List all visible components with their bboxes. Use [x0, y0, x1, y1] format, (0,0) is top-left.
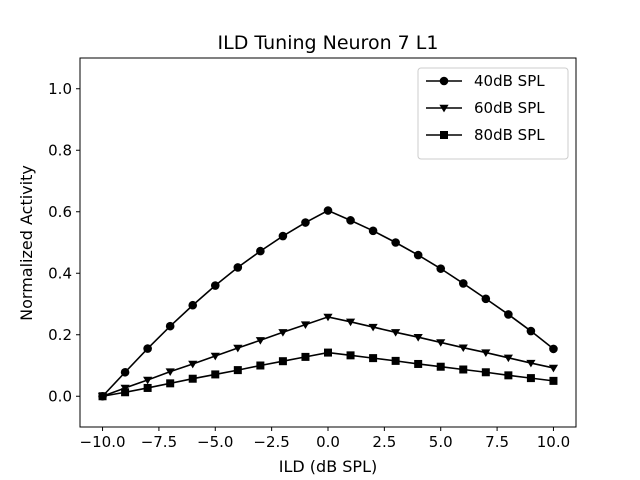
data-point: [278, 231, 288, 241]
data-point: [391, 356, 400, 365]
data-point: [549, 344, 558, 354]
series-3: [98, 348, 558, 401]
data-point: [188, 360, 198, 369]
y-tick-label: 0.2: [48, 326, 72, 344]
data-point: [143, 383, 152, 392]
legend-marker: [439, 76, 449, 86]
legend-entry: 40dB SPL: [426, 72, 545, 90]
data-point: [323, 313, 333, 322]
legend-marker: [440, 131, 448, 139]
data-point: [211, 370, 220, 379]
data-point: [278, 357, 287, 366]
data-point: [436, 362, 445, 371]
x-tick-label: 0.0: [316, 433, 340, 451]
data-point: [526, 374, 535, 383]
data-point: [233, 263, 243, 272]
data-point: [345, 318, 356, 327]
x-tick-label: 7.5: [485, 433, 509, 451]
data-point: [256, 361, 265, 370]
x-tick-label: 2.5: [372, 433, 396, 451]
data-point: [210, 352, 220, 361]
legend-entry: 60dB SPL: [426, 99, 545, 117]
plot-area: [79, 57, 577, 428]
data-point: [346, 351, 355, 360]
data-point: [143, 344, 152, 353]
data-point: [368, 323, 378, 332]
data-point: [188, 300, 198, 310]
data-point: [526, 326, 536, 336]
data-point: [548, 364, 559, 373]
data-point: [391, 238, 400, 247]
data-point: [413, 250, 423, 260]
data-point: [481, 349, 491, 357]
data-point: [369, 354, 378, 363]
data-point: [323, 206, 333, 215]
data-point: [210, 281, 220, 290]
series-1: [98, 206, 558, 401]
data-point: [458, 344, 468, 353]
x-tick-label: −7.5: [141, 433, 177, 451]
data-point: [414, 359, 423, 368]
data-point: [233, 344, 243, 353]
data-point: [233, 366, 242, 375]
data-point: [504, 371, 513, 380]
x-tick-label: −2.5: [253, 433, 289, 451]
y-tick-label: 0.6: [48, 203, 72, 221]
data-point: [301, 218, 310, 227]
x-axis-ticks: −10.0 −7.5 −5.0 −2.5 0.0 2.5 5.0 7.5 10.0: [80, 427, 570, 451]
data-point: [481, 294, 491, 304]
data-point: [436, 264, 446, 273]
data-point: [256, 246, 265, 256]
x-tick-label: 5.0: [429, 433, 453, 451]
x-tick-label: −5.0: [197, 433, 233, 451]
data-point: [143, 376, 153, 385]
data-point: [459, 365, 468, 374]
data-point: [458, 279, 468, 288]
data-point: [165, 321, 175, 331]
y-tick-label: 0.8: [48, 141, 72, 159]
legend-label: 80dB SPL: [474, 126, 545, 144]
data-point: [324, 348, 332, 357]
data-point: [526, 359, 536, 368]
data-point: [300, 321, 311, 329]
chart-title: ILD Tuning Neuron 7 L1: [218, 32, 439, 54]
data-point: [255, 337, 265, 345]
x-tick-label: 10.0: [537, 433, 570, 451]
legend-label: 40dB SPL: [474, 72, 545, 90]
data-point: [481, 368, 490, 377]
data-point: [436, 339, 446, 347]
y-axis-ticks: 0.0 0.2 0.4 0.6 0.8 1.0: [48, 80, 80, 405]
legend: 40dB SPL 60dB SPL 80dB SPL: [417, 67, 569, 160]
data-point: [98, 392, 107, 401]
data-point: [346, 216, 355, 225]
data-point: [165, 368, 175, 377]
x-axis-label: ILD (dB SPL): [279, 457, 377, 476]
legend-entry: 80dB SPL: [426, 126, 545, 144]
legend-box: [417, 67, 569, 160]
y-axis-label: Normalized Activity: [17, 165, 36, 321]
data-point: [278, 329, 288, 337]
data-point: [504, 310, 513, 319]
y-tick-label: 1.0: [48, 80, 72, 98]
data-point: [188, 374, 197, 383]
data-point: [503, 354, 513, 363]
data-point: [120, 367, 130, 377]
data-point: [166, 379, 175, 388]
x-tick-label: −10.0: [80, 433, 126, 451]
data-point: [121, 388, 130, 397]
y-tick-label: 0.4: [48, 264, 72, 282]
data-point: [549, 376, 558, 385]
data-point: [301, 352, 310, 361]
data-point: [413, 333, 423, 342]
legend-marker: [439, 104, 449, 113]
data-point: [391, 329, 401, 337]
y-tick-label: 0.0: [48, 387, 72, 405]
legend-label: 60dB SPL: [474, 99, 545, 117]
data-point: [368, 226, 378, 236]
